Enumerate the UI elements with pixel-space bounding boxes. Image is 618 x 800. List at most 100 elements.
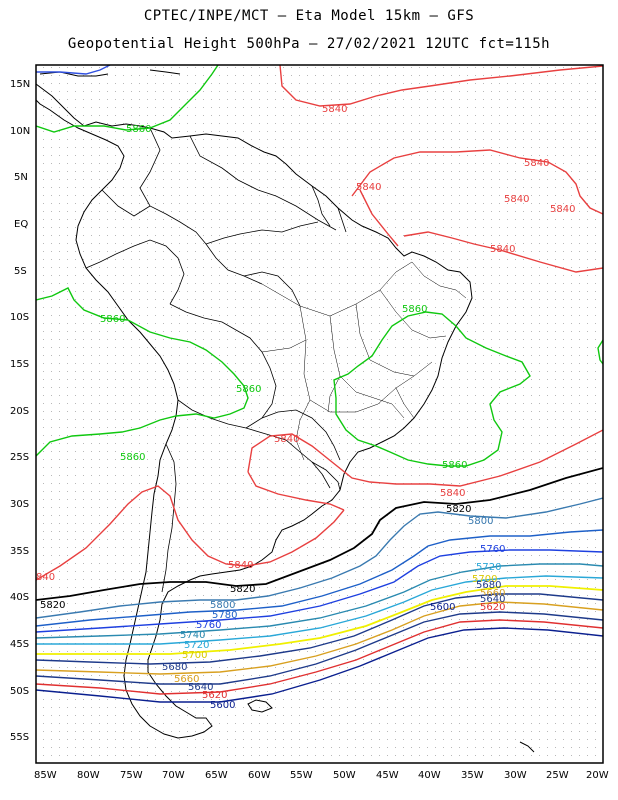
lon-tick-label: 60W — [248, 770, 271, 781]
south-america-coastline — [36, 83, 473, 739]
contour-5840-south-loop — [36, 485, 345, 581]
lon-tick-label: 80W — [77, 770, 100, 781]
lat-tick-label: 35S — [10, 546, 29, 557]
contour-label-5620: 5620 — [202, 690, 227, 701]
lat-tick-label: 45S — [10, 639, 29, 650]
lon-tick-label: 35W — [461, 770, 484, 781]
lat-tick-label: 10S — [10, 312, 29, 323]
contour-label-5720: 5720 — [184, 640, 209, 651]
contour-label-5860: 5860 — [236, 384, 261, 395]
contour-5620 — [36, 619, 603, 695]
state-borders — [261, 261, 467, 461]
contour-5840-central — [247, 429, 603, 511]
contour-5860-east — [597, 339, 603, 365]
contour-5860-brazil — [333, 311, 531, 467]
contour-label-5760: 5760 — [480, 544, 505, 555]
geopotential-contours — [36, 65, 603, 703]
contour-label-5680: 5680 — [476, 580, 501, 591]
contour-label-5860: 5860 — [100, 314, 125, 325]
contour-label-5840: 5840 — [274, 434, 299, 445]
map-title-line1: CPTEC/INPE/MCT – Eta Model 15km – GFS — [143, 8, 475, 24]
contour-label-5680: 5680 — [162, 662, 187, 673]
lon-tick-label: 45W — [376, 770, 399, 781]
longitude-axis: 85W 80W 75W 70W 65W 60W 55W 50W 45W 40W … — [34, 770, 609, 781]
lon-tick-label: 75W — [120, 770, 143, 781]
contour-5860-mid — [36, 287, 249, 457]
lat-tick-label: 55S — [10, 732, 29, 743]
contour-label-5640: 5640 — [480, 594, 505, 605]
contour-label-5820: 5820 — [40, 600, 65, 611]
lon-tick-label: 55W — [290, 770, 313, 781]
contour-label-5820: 5820 — [446, 504, 471, 515]
south-georgia — [519, 741, 535, 753]
contour-5800 — [36, 497, 603, 619]
contour-label-5700: 5700 — [472, 574, 497, 585]
contour-5860-north — [36, 65, 219, 133]
contour-label-840: 840 — [36, 572, 55, 583]
contour-5700 — [36, 585, 603, 655]
lon-tick-label: 30W — [504, 770, 527, 781]
contour-label-5840: 5840 — [490, 244, 515, 255]
contour-label-5780: 5780 — [212, 610, 237, 621]
map-title-line2: Geopotential Height 500hPa – 27/02/2021 … — [67, 36, 551, 52]
lat-tick-label: 15N — [10, 79, 30, 90]
contour-label-5840: 5840 — [356, 182, 381, 193]
contour-labels: 5840 5840 5840 5840 5840 5840 5840 5840 … — [36, 104, 575, 711]
lat-tick-label: 25S — [10, 452, 29, 463]
lat-tick-label: 20S — [10, 406, 29, 417]
contour-5880 — [36, 65, 111, 75]
contour-label-5600: 5600 — [430, 602, 455, 613]
lat-tick-label: 5S — [14, 266, 27, 277]
lat-tick-label: 40S — [10, 592, 29, 603]
lon-tick-label: 85W — [34, 770, 57, 781]
map-frame — [35, 64, 604, 764]
contour-label-5800: 5800 — [210, 600, 235, 611]
contour-label-5760: 5760 — [196, 620, 221, 631]
map-dotted-grid — [36, 65, 603, 763]
contour-5820 — [36, 467, 603, 601]
contour-label-5660: 5660 — [174, 674, 199, 685]
contour-label-5840: 5840 — [322, 104, 347, 115]
lon-tick-label: 20W — [586, 770, 609, 781]
contour-5780 — [36, 529, 603, 627]
contour-label-5860: 5860 — [126, 124, 151, 135]
contour-label-5840: 5840 — [524, 158, 549, 169]
lon-tick-label: 65W — [205, 770, 228, 781]
contour-label-5660-east: 5660 — [480, 588, 505, 599]
contour-5680 — [36, 593, 603, 665]
contour-label-5620: 5620 — [480, 602, 505, 613]
contour-label-5740: 5740 — [180, 630, 205, 641]
latitude-axis: 15N 10N 5N EQ 5S 10S 15S 20S 25S 30S 35S… — [10, 79, 30, 743]
contour-5840-atlantic — [351, 149, 603, 273]
lat-tick-label: EQ — [14, 219, 28, 230]
contour-5640 — [36, 611, 603, 685]
contour-label-5600: 5600 — [210, 700, 235, 711]
contour-label-5860-east: 5860 — [442, 460, 467, 471]
contour-label-5700: 5700 — [182, 650, 207, 661]
contour-label-5840: 5840 — [440, 488, 465, 499]
contour-5740 — [36, 563, 603, 639]
lon-tick-label: 25W — [546, 770, 569, 781]
contour-5840-north — [279, 65, 603, 107]
lat-tick-label: 15S — [10, 359, 29, 370]
contour-label-5860: 5860 — [120, 452, 145, 463]
contour-label-5820: 5820 — [230, 584, 255, 595]
lat-tick-label: 5N — [14, 172, 28, 183]
lat-tick-label: 50S — [10, 686, 29, 697]
contour-5600 — [36, 627, 603, 703]
contour-label-5720: 5720 — [476, 562, 501, 573]
lat-tick-label: 30S — [10, 499, 29, 510]
contour-5760 — [36, 549, 603, 633]
falkland-islands — [247, 699, 273, 713]
lon-tick-label: 50W — [333, 770, 356, 781]
contour-label-5860: 5860 — [402, 304, 427, 315]
contour-label-5800: 5800 — [468, 516, 493, 527]
lon-tick-label: 70W — [162, 770, 185, 781]
lat-tick-label: 10N — [10, 126, 30, 137]
contour-label-5840: 5840 — [550, 204, 575, 215]
lon-tick-label: 40W — [418, 770, 441, 781]
contour-label-5840: 5840 — [504, 194, 529, 205]
contour-5660 — [36, 601, 603, 675]
contour-label-5640: 5640 — [188, 682, 213, 693]
